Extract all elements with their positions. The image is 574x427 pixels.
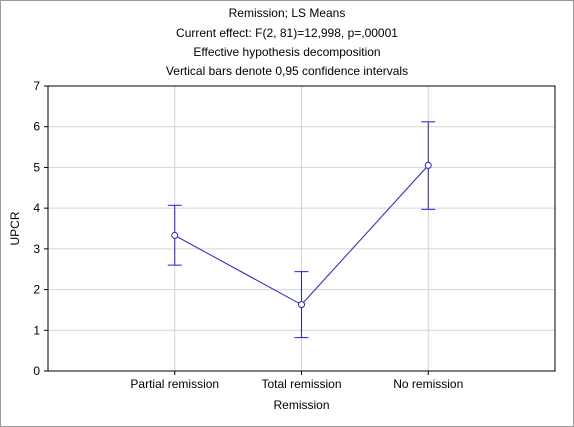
chart-title: Remission; LS Means bbox=[228, 6, 346, 20]
y-tick-label: 5 bbox=[33, 160, 40, 174]
chart-subtitle-effect: Current effect: F(2, 81)=12,998, p=,0000… bbox=[176, 26, 398, 40]
y-tick-label: 0 bbox=[33, 364, 40, 378]
series-marks bbox=[167, 121, 436, 339]
x-axis: Partial remission Total remission No remis… bbox=[130, 371, 463, 391]
y-tick-label: 3 bbox=[33, 242, 40, 256]
x-axis-label: Remission bbox=[273, 398, 329, 412]
y-tick-label: 6 bbox=[33, 120, 40, 134]
y-tick-label: 2 bbox=[33, 283, 40, 297]
y-tick-label: 4 bbox=[33, 201, 40, 215]
data-point bbox=[424, 161, 432, 169]
x-tick-label: No remission bbox=[393, 377, 463, 391]
chart-subtitle-ci: Vertical bars denote 0,95 confidence int… bbox=[165, 64, 409, 78]
x-tick-label: Partial remission bbox=[130, 377, 219, 391]
chart-subtitle-decomposition: Effective hypothesis decomposition bbox=[193, 45, 381, 59]
data-point bbox=[298, 301, 305, 309]
y-axis: 0 1 2 3 4 5 6 7 bbox=[33, 79, 48, 378]
y-axis-label: UPCR bbox=[8, 211, 22, 245]
y-tick-label: 1 bbox=[33, 323, 40, 337]
x-tick-label: Total remission bbox=[261, 377, 341, 391]
y-tick-label: 7 bbox=[33, 79, 40, 93]
data-point bbox=[171, 231, 179, 239]
